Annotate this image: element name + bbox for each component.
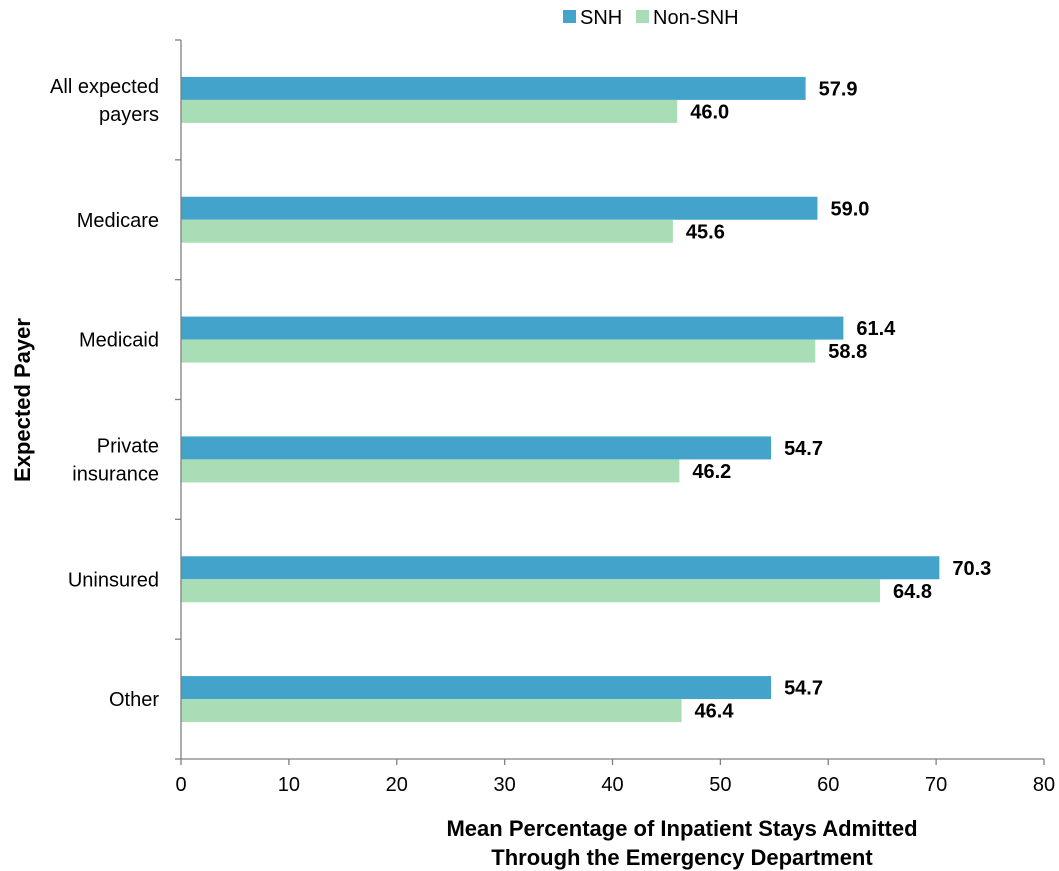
- y-axis-title: Expected Payer: [10, 318, 35, 482]
- labels-group: 57.9 46.0 All expected payers 59.0 45.6 Medica…: [50, 76, 991, 723]
- bar-non-snh-2: [181, 339, 816, 363]
- category-label-0: All expected payers: [50, 76, 159, 126]
- x-tick-label: 20: [386, 774, 408, 796]
- data-label-non-snh-4: 64.8: [893, 581, 932, 603]
- category-label-3: Private insurance: [72, 435, 159, 485]
- category-label-line: Medicare: [77, 210, 159, 232]
- bars-group: [181, 76, 940, 723]
- legend-swatch-snh: [563, 10, 576, 23]
- data-label-snh-0: 57.9: [819, 78, 858, 100]
- bar-non-snh-0: [181, 99, 678, 123]
- x-tick-label: 70: [925, 774, 947, 796]
- x-tick-label: 30: [494, 774, 516, 796]
- x-tick-label: 80: [1033, 774, 1055, 796]
- category-label-line: Other: [109, 689, 159, 711]
- bar-snh-1: [181, 196, 818, 220]
- data-label-snh-2: 61.4: [856, 318, 896, 340]
- x-tick-label: 60: [817, 774, 839, 796]
- bar-snh-0: [181, 76, 806, 100]
- axes-group: 0 10 20 30 40 50 60 70 80: [175, 39, 1055, 796]
- x-tick-label: 40: [601, 774, 623, 796]
- bar-non-snh-5: [181, 699, 682, 723]
- bar-non-snh-4: [181, 579, 881, 603]
- x-axis-title-line: Mean Percentage of Inpatient Stays Admit…: [446, 816, 917, 841]
- category-label-5: Other: [109, 689, 159, 711]
- bar-snh-2: [181, 316, 844, 340]
- data-label-non-snh-1: 45.6: [686, 221, 725, 243]
- data-label-snh-1: 59.0: [830, 198, 869, 220]
- x-tick-label: 50: [709, 774, 731, 796]
- category-label-4: Uninsured: [68, 569, 159, 591]
- legend: SNH Non-SNH: [563, 7, 739, 29]
- bar-non-snh-3: [181, 459, 680, 483]
- legend-label-non-snh: Non-SNH: [653, 7, 739, 29]
- data-label-non-snh-3: 46.2: [692, 461, 731, 483]
- x-tick-label: 10: [278, 774, 300, 796]
- category-label-line: insurance: [72, 463, 159, 485]
- data-label-snh-4: 70.3: [952, 558, 991, 580]
- legend-label-snh: SNH: [580, 7, 622, 29]
- data-label-snh-5: 54.7: [784, 678, 823, 700]
- titles-group: Mean Percentage of Inpatient Stays Admit…: [10, 318, 918, 870]
- legend-swatch-non-snh: [636, 10, 649, 23]
- data-label-non-snh-0: 46.0: [690, 101, 729, 123]
- category-label-1: Medicare: [77, 210, 159, 232]
- x-axis-title: Mean Percentage of Inpatient Stays Admit…: [446, 816, 917, 870]
- category-label-line: Medicaid: [79, 330, 159, 352]
- bar-snh-3: [181, 436, 772, 460]
- x-tick-label: 0: [175, 774, 186, 796]
- x-axis-title-line: Through the Emergency Department: [491, 845, 873, 870]
- category-label-2: Medicaid: [79, 330, 159, 352]
- category-label-line: payers: [99, 104, 159, 126]
- bar-snh-5: [181, 676, 772, 700]
- bar-non-snh-1: [181, 219, 673, 243]
- data-label-non-snh-5: 46.4: [695, 701, 735, 723]
- bar-snh-4: [181, 556, 940, 580]
- category-label-line: All expected: [50, 76, 159, 98]
- data-label-snh-3: 54.7: [784, 438, 823, 460]
- data-label-non-snh-2: 58.8: [828, 341, 867, 363]
- category-label-line: Private: [97, 435, 159, 457]
- category-label-line: Uninsured: [68, 569, 159, 591]
